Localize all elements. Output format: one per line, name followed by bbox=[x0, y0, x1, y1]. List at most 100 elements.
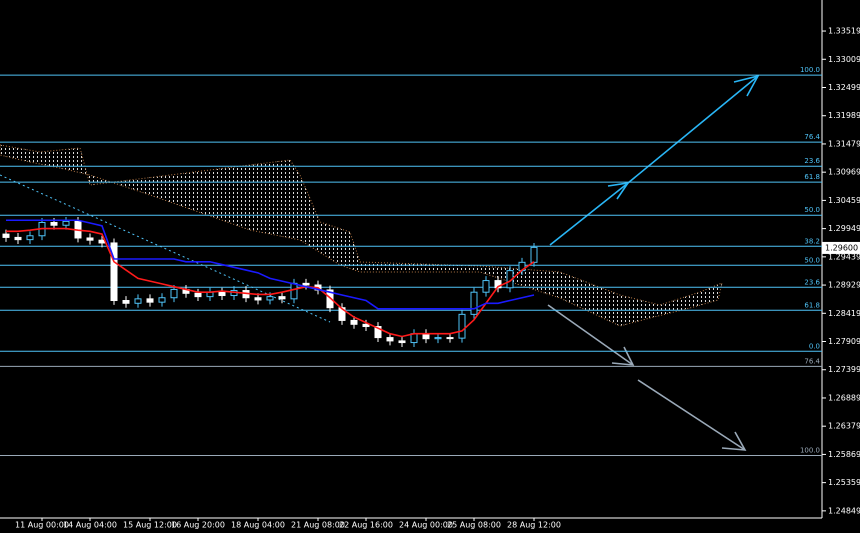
candle-body bbox=[194, 292, 202, 298]
y-tick-label: 1.30969 bbox=[828, 168, 860, 177]
candle bbox=[374, 322, 382, 343]
candle-body bbox=[470, 291, 478, 315]
candle bbox=[194, 288, 202, 302]
fib-label: 0.0 bbox=[809, 342, 820, 350]
candle-body bbox=[62, 220, 70, 226]
price-label: 1.29600 bbox=[825, 243, 858, 252]
candle bbox=[110, 238, 118, 305]
y-tick-label: 1.28419 bbox=[828, 309, 860, 318]
candle-body bbox=[482, 280, 490, 293]
candle-body bbox=[146, 298, 154, 303]
y-tick-label: 1.32499 bbox=[828, 83, 860, 92]
y-tick-label: 1.31989 bbox=[828, 111, 860, 120]
candle bbox=[122, 296, 130, 308]
y-tick-label: 1.29439 bbox=[828, 252, 860, 261]
candle-body bbox=[14, 236, 22, 241]
candle-body bbox=[410, 333, 418, 344]
y-tick-label: 1.24849 bbox=[828, 506, 860, 515]
fib-label: 61.8 bbox=[804, 173, 820, 181]
candle bbox=[158, 293, 166, 307]
fib-label: 38.2 bbox=[804, 237, 820, 245]
candle bbox=[434, 333, 442, 344]
indicator-line bbox=[6, 219, 535, 310]
candle-body bbox=[110, 242, 118, 302]
fib-label: 61.8 bbox=[804, 301, 820, 309]
y-tick-label: 1.33519 bbox=[828, 27, 860, 36]
x-tick-label: 25 Aug 08:00 bbox=[447, 521, 501, 530]
candle bbox=[26, 231, 34, 245]
projection-arrow-down bbox=[547, 304, 747, 451]
candle bbox=[398, 336, 406, 347]
candle-body bbox=[2, 233, 10, 238]
candle-body bbox=[530, 246, 538, 263]
candle-body bbox=[158, 297, 166, 303]
candle-body bbox=[134, 298, 142, 304]
candle-body bbox=[50, 221, 58, 226]
candle-body bbox=[302, 282, 310, 286]
candle bbox=[302, 278, 310, 290]
indicator-line bbox=[6, 227, 535, 338]
fib-label: 76.4 bbox=[804, 133, 820, 141]
candle-body bbox=[290, 282, 298, 300]
price-box bbox=[822, 241, 860, 254]
y-tick-label: 1.27909 bbox=[828, 337, 860, 346]
candle-body bbox=[170, 288, 178, 299]
candle-body bbox=[326, 289, 334, 309]
candle-body bbox=[26, 235, 34, 241]
projection-arrow-up bbox=[549, 74, 760, 246]
candle bbox=[446, 333, 454, 343]
y-tick-label: 1.30459 bbox=[828, 196, 860, 205]
x-tick-label: 15 Aug 12:00 bbox=[123, 521, 177, 530]
candle bbox=[386, 333, 394, 346]
fib-label: 23.6 bbox=[804, 278, 820, 286]
candle-body bbox=[386, 337, 394, 342]
candle-body bbox=[218, 291, 226, 297]
candle bbox=[338, 303, 346, 325]
fib-label: 76.4 bbox=[804, 357, 820, 365]
y-tick-label: 1.26379 bbox=[828, 422, 860, 431]
candle-body bbox=[122, 300, 130, 304]
candle bbox=[278, 292, 286, 304]
candle-body bbox=[458, 313, 466, 339]
x-tick-label: 18 Aug 04:00 bbox=[231, 521, 285, 530]
candle-body bbox=[362, 323, 370, 328]
y-tick-label: 1.28929 bbox=[828, 281, 860, 290]
candle-body bbox=[338, 307, 346, 321]
candle bbox=[362, 319, 370, 331]
candle bbox=[470, 287, 478, 319]
y-tick-label: 1.26889 bbox=[828, 393, 860, 402]
y-tick-label: 1.25869 bbox=[828, 450, 860, 459]
candle-body bbox=[86, 237, 94, 241]
candle bbox=[326, 285, 334, 313]
fib-label: 50.0 bbox=[804, 206, 820, 214]
candle bbox=[14, 232, 22, 245]
x-tick-label: 22 Aug 16:00 bbox=[339, 521, 393, 530]
candle bbox=[218, 287, 226, 300]
candle bbox=[350, 316, 358, 329]
trend-line bbox=[0, 174, 331, 323]
candle-body bbox=[254, 297, 262, 301]
candle-body bbox=[446, 337, 454, 340]
x-tick-label: 21 Aug 08:00 bbox=[291, 521, 345, 530]
x-tick-label: 14 Aug 04:00 bbox=[63, 521, 117, 530]
fib-label: 100.0 bbox=[800, 66, 820, 74]
y-tick-label: 1.27399 bbox=[828, 365, 860, 374]
candle bbox=[62, 216, 70, 230]
x-tick-label: 16 Aug 20:00 bbox=[171, 521, 225, 530]
candle-body bbox=[398, 340, 406, 344]
candle-body bbox=[266, 296, 274, 301]
candle-body bbox=[434, 337, 442, 340]
x-tick-label: 24 Aug 00:00 bbox=[399, 521, 453, 530]
fib-label: 23.6 bbox=[804, 157, 820, 165]
candle bbox=[458, 309, 466, 343]
candle bbox=[146, 294, 154, 307]
x-tick-label: 28 Aug 12:00 bbox=[507, 521, 561, 530]
candle-body bbox=[374, 326, 382, 339]
candle bbox=[170, 285, 178, 303]
y-tick-label: 1.29949 bbox=[828, 224, 860, 233]
x-tick-label: 11 Aug 00:00 bbox=[15, 521, 69, 530]
candle bbox=[134, 294, 142, 308]
candle bbox=[86, 233, 94, 245]
candle-body bbox=[278, 296, 286, 300]
